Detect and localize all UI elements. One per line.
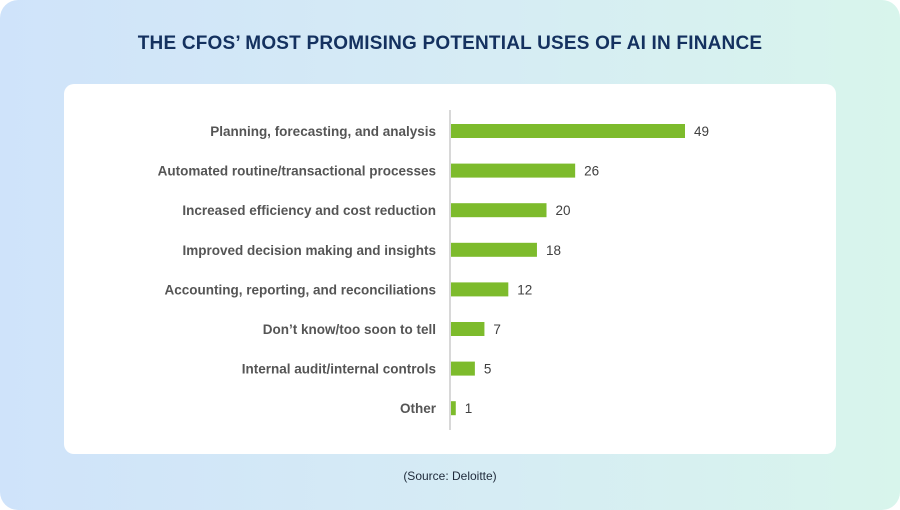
value-label: 26 (584, 164, 599, 179)
bar (451, 203, 547, 218)
value-label: 49 (694, 124, 709, 139)
chart-card: Planning, forecasting, and analysis 49 Aut… (64, 84, 836, 454)
bar (451, 124, 685, 138)
value-label: 20 (556, 203, 571, 218)
chart-title: THE CFOS’ MOST PROMISING POTENTIAL USES … (137, 33, 763, 54)
value-label: 1 (465, 401, 473, 416)
value-label: 7 (493, 322, 501, 337)
bar (451, 322, 485, 336)
category-label: Don’t know/too soon to tell (263, 322, 436, 337)
bar (451, 282, 509, 297)
value-label: 12 (517, 282, 532, 297)
bar (451, 361, 475, 376)
bar-chart: Planning, forecasting, and analysis 49 Aut… (158, 110, 709, 430)
category-label: Planning, forecasting, and analysis (210, 124, 436, 139)
bar (451, 163, 576, 178)
bar (451, 242, 537, 257)
category-label: Automated routine/transactional processe… (158, 164, 436, 179)
value-label: 5 (484, 362, 492, 377)
bar (451, 401, 456, 416)
category-label: Internal audit/internal controls (242, 362, 436, 377)
category-label: Accounting, reporting, and reconciliatio… (164, 282, 436, 297)
value-label: 18 (546, 243, 561, 258)
category-label: Improved decision making and insights (182, 243, 436, 258)
category-label: Increased efficiency and cost reduction (182, 203, 436, 218)
source-note: (Source: Deloitte) (403, 469, 497, 483)
category-label: Other (400, 401, 437, 416)
